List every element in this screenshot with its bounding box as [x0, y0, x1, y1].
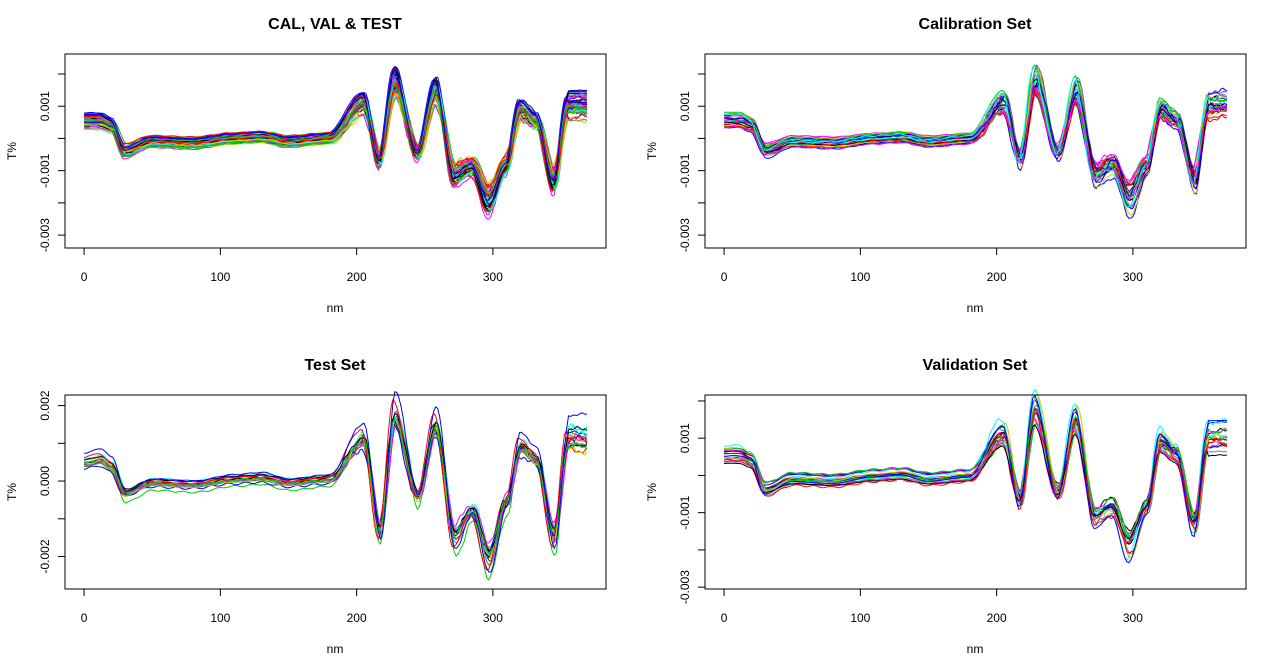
x-axis-label: nm [967, 301, 984, 315]
x-tick-label: 100 [850, 270, 870, 284]
x-tick-label: 200 [347, 611, 367, 625]
spectrum-line [724, 68, 1228, 209]
y-tick-label: -0.003 [678, 218, 692, 252]
spectrum-line [724, 394, 1227, 564]
y-axis: 0.001 -0.001 -0.003 [38, 91, 52, 252]
x-tick-label: 300 [483, 270, 503, 284]
panel-title: Calibration Set [919, 16, 1033, 33]
spectrum-line [84, 84, 588, 194]
panel-calibration-set: Calibration Set nm T% 0 100 200 300 0.00… [645, 16, 1247, 315]
x-tick-label: 100 [850, 611, 870, 625]
x-axis-label: nm [967, 642, 984, 656]
spectrum-line [84, 410, 588, 581]
y-axis: 0.002 0.000 -0.002 [38, 390, 52, 573]
spectrum-line [724, 91, 1227, 187]
y-axis-label: T% [645, 142, 659, 160]
y-axis-label: T% [5, 142, 19, 160]
spectrum-line [724, 424, 1227, 540]
x-tick-label: 300 [1123, 611, 1143, 625]
x-axis: 0 100 200 300 [81, 270, 503, 284]
y-axis-label: T% [645, 483, 659, 501]
y-tick-label: 0.002 [38, 390, 52, 420]
x-tick-label: 0 [81, 611, 88, 625]
spectrum-line [83, 417, 588, 555]
x-tick-label: 200 [987, 611, 1007, 625]
x-axis-label: nm [327, 642, 344, 656]
spectrum-line [84, 75, 587, 210]
y-axis-label: T% [5, 483, 19, 501]
plot-area [723, 388, 1228, 564]
y-tick-label: -0.001 [678, 495, 692, 529]
spectrum-line [723, 404, 1228, 539]
x-tick-label: 200 [347, 270, 367, 284]
y-axis: 0.001 -0.001 -0.003 [678, 91, 692, 252]
x-tick-label: 300 [1123, 270, 1143, 284]
x-tick-label: 100 [210, 611, 230, 625]
plot-area [83, 391, 588, 581]
x-axis: 0 100 200 300 [81, 611, 503, 625]
spectrum-line [724, 87, 1228, 198]
panel-cal-val-test: CAL, VAL & TEST nm T% 0 100 200 300 0.00… [5, 16, 607, 315]
x-axis: 0 100 200 300 [721, 270, 1143, 284]
spectrum-line [84, 83, 587, 197]
spectrum-line [723, 83, 1228, 197]
x-tick-label: 100 [210, 270, 230, 284]
spectrum-line [84, 391, 587, 573]
panel-title: CAL, VAL & TEST [268, 16, 402, 33]
y-tick-label: 0.001 [678, 423, 692, 453]
y-tick-label: 0.001 [678, 91, 692, 121]
y-tick-label: -0.001 [678, 153, 692, 187]
y-tick-label: 0.000 [38, 466, 52, 496]
y-tick-label: 0.001 [38, 91, 52, 121]
spectrum-line [84, 413, 588, 553]
x-axis-label: nm [327, 301, 344, 315]
y-tick-label: -0.001 [38, 153, 52, 187]
y-tick-label: -0.003 [38, 218, 52, 252]
x-tick-label: 0 [81, 270, 88, 284]
panel-validation-set: Validation Set nm T% 0 100 200 300 0.001… [645, 357, 1247, 656]
plot-area [723, 64, 1228, 219]
plot-area [83, 65, 588, 220]
panel-title: Test Set [304, 357, 366, 374]
y-tick-label: -0.002 [38, 539, 52, 573]
panel-test-set: Test Set nm T% 0 100 200 300 0.002 0.000… [5, 357, 607, 656]
x-tick-label: 0 [721, 611, 728, 625]
x-tick-label: 300 [483, 611, 503, 625]
y-tick-label: -0.003 [678, 570, 692, 604]
spectrum-line [724, 398, 1227, 545]
panel-title: Validation Set [923, 357, 1029, 374]
x-tick-label: 0 [721, 270, 728, 284]
spectrum-line [84, 71, 587, 201]
spectrum-line [84, 93, 588, 197]
x-tick-label: 200 [987, 270, 1007, 284]
x-axis: 0 100 200 300 [721, 611, 1143, 625]
spectrum-line [724, 64, 1228, 210]
y-axis: 0.001 -0.001 -0.003 [678, 423, 692, 604]
